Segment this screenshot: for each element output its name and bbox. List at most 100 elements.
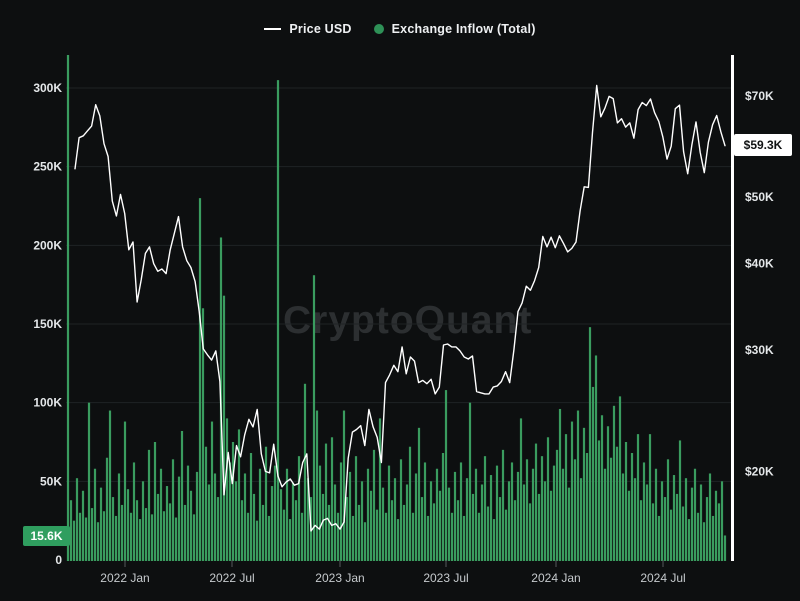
- inflow-bar: [201, 308, 205, 561]
- inflow-bar: [99, 487, 103, 561]
- inflow-bar: [525, 459, 529, 561]
- inflow-bar: [246, 512, 250, 561]
- inflow-bar: [333, 484, 337, 561]
- inflow-bar: [96, 522, 100, 561]
- inflow-bar: [498, 497, 502, 561]
- inflow-bar: [606, 426, 610, 561]
- inflow-bar: [348, 471, 352, 561]
- right-axis-tick-label: $40K: [745, 257, 774, 271]
- inflow-bar: [534, 443, 538, 561]
- inflow-bar: [462, 515, 466, 561]
- inflow-bar: [453, 471, 457, 561]
- inflow-bar: [303, 383, 307, 561]
- x-axis-tick-label: 2023 Jul: [423, 571, 468, 585]
- inflow-bar: [93, 468, 97, 561]
- inflow-bar: [300, 512, 304, 561]
- inflow-bar: [600, 415, 604, 561]
- legend-item-price-usd[interactable]: Price USD: [264, 22, 351, 36]
- inflow-bar: [699, 484, 703, 561]
- inflow-bar: [87, 402, 91, 561]
- inflow-bar: [84, 517, 88, 561]
- inflow-bar: [81, 490, 85, 561]
- inflow-bar: [78, 512, 82, 561]
- inflow-bar: [615, 446, 619, 561]
- x-axis-tick-label: 2024 Jul: [640, 571, 685, 585]
- inflow-bar: [564, 434, 568, 561]
- left-axis-tick-label: 100K: [33, 396, 62, 410]
- inflow-bar: [180, 430, 184, 561]
- inflow-bar: [675, 493, 679, 561]
- inflow-bar: [192, 514, 196, 561]
- inflow-bar: [630, 453, 634, 561]
- inflow-bar: [645, 484, 649, 561]
- inflow-bar: [381, 487, 385, 561]
- inflow-bar: [573, 459, 577, 561]
- inflow-bar: [696, 512, 700, 561]
- inflow-bar: [123, 421, 127, 561]
- inflow-bar: [210, 421, 214, 561]
- inflow-bar: [69, 500, 73, 561]
- inflow-bar: [657, 515, 661, 561]
- inflow-bar: [66, 55, 70, 561]
- inflow-bar: [297, 456, 301, 561]
- inflow-bar: [492, 519, 496, 561]
- inflow-bar: [396, 519, 400, 561]
- inflow-bar: [390, 500, 394, 561]
- inflow-bar: [225, 418, 229, 561]
- inflow-bar: [351, 515, 355, 561]
- inflow-bar: [366, 468, 370, 561]
- inflow-bar: [183, 504, 187, 561]
- inflow-bar: [105, 457, 109, 561]
- inflow-bar: [150, 514, 154, 561]
- inflow-bar: [663, 497, 667, 561]
- inflow-bar: [495, 465, 499, 561]
- legend-label: Price USD: [289, 22, 352, 36]
- inflow-bar: [171, 459, 175, 561]
- inflow-bar: [276, 80, 280, 561]
- inflow-bar: [537, 493, 541, 561]
- inflow-bar: [324, 443, 328, 561]
- inflow-bar: [516, 471, 520, 561]
- inflow-bar: [117, 473, 121, 561]
- inflow-bar: [504, 509, 508, 561]
- inflow-bar: [288, 519, 292, 561]
- inflow-bar: [684, 478, 688, 561]
- inflow-bar: [258, 468, 262, 561]
- inflow-bar: [708, 473, 712, 561]
- inflow-bar: [213, 473, 217, 561]
- inflow-bar: [576, 410, 580, 561]
- legend-item-exchange-inflow[interactable]: Exchange Inflow (Total): [373, 22, 536, 36]
- inflow-bar: [603, 468, 607, 561]
- inflow-bar: [510, 462, 514, 561]
- inflow-bar: [378, 418, 382, 561]
- inflow-bar: [354, 456, 358, 561]
- inflow-bar: [612, 405, 616, 561]
- inflow-bar: [411, 512, 415, 561]
- inflow-bar: [108, 410, 112, 561]
- inflow-bar: [435, 468, 439, 561]
- inflow-bar: [372, 449, 376, 561]
- legend-label: Exchange Inflow (Total): [391, 22, 536, 36]
- inflow-bar: [486, 506, 490, 561]
- inflow-bar: [153, 442, 157, 561]
- price-line: [74, 84, 726, 532]
- inflow-bar: [585, 453, 589, 561]
- inflow-bar: [624, 442, 628, 561]
- inflow-bar: [432, 503, 436, 561]
- inflow-bar: [501, 449, 505, 561]
- inflow-bar: [468, 402, 472, 561]
- inflow-bar: [633, 478, 637, 561]
- inflow-bar: [507, 481, 511, 561]
- inflow-bar: [375, 509, 379, 561]
- inflow-bar: [678, 440, 682, 561]
- inflow-bar: [561, 468, 565, 561]
- inflow-bar: [555, 449, 559, 561]
- inflow-bar: [204, 446, 208, 561]
- inflow-bar: [477, 512, 481, 561]
- inflow-bar: [147, 449, 151, 561]
- inflow-bar: [558, 408, 562, 561]
- inflow-bar: [339, 462, 343, 561]
- inflow-bar: [267, 515, 271, 561]
- left-axis-tick-label: 300K: [33, 81, 62, 95]
